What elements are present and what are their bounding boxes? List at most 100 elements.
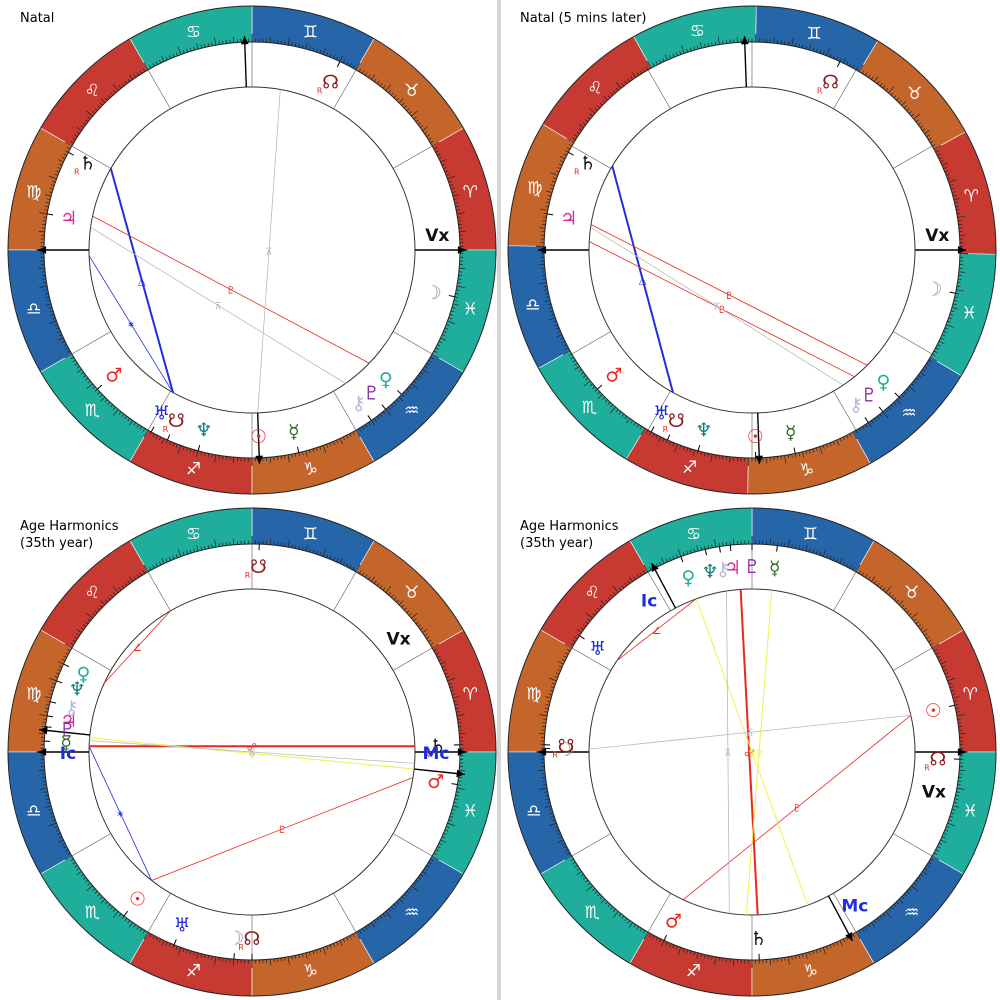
aspect-symbol: ☍ <box>247 742 257 753</box>
degree-tick <box>364 574 368 578</box>
aspect-symbol: ♇ <box>717 305 726 316</box>
degree-tick <box>94 890 98 894</box>
asc-axis-arrowhead <box>38 748 47 756</box>
degree-tick <box>165 558 168 563</box>
degree-tick <box>438 156 443 160</box>
degree-tick <box>624 582 628 587</box>
degree-tick <box>319 49 322 54</box>
planet-position-tick <box>336 61 341 68</box>
planet-glyph: ♂ <box>605 364 622 386</box>
planet-glyph: ☊ <box>929 748 946 770</box>
degree-tick <box>107 95 111 99</box>
degree-tick <box>426 134 430 138</box>
degree-tick <box>437 846 441 849</box>
sign-glyph: ♊ <box>803 525 818 545</box>
degree-tick <box>142 930 146 934</box>
degree-tick <box>669 557 672 561</box>
degree-tick <box>39 714 48 717</box>
planet-glyph: ⚷ <box>65 697 79 719</box>
degree-tick <box>165 439 168 444</box>
degree-tick <box>336 558 339 563</box>
degree-tick <box>548 808 553 811</box>
degree-tick <box>413 116 417 120</box>
planet-glyph: ☉ <box>747 426 764 448</box>
degree-tick <box>937 344 941 347</box>
degree-tick <box>411 612 418 619</box>
aspect-line <box>89 740 415 764</box>
degree-tick <box>630 76 633 80</box>
planet-glyph: ♆ <box>69 678 86 700</box>
degree-tick <box>633 576 636 580</box>
degree-tick <box>155 563 158 567</box>
degree-tick <box>682 446 685 451</box>
degree-tick <box>364 424 368 428</box>
aspect-symbol: ♇ <box>278 825 287 836</box>
degree-tick <box>879 915 883 919</box>
degree-tick <box>615 81 622 89</box>
degree-tick <box>74 636 78 640</box>
degree-tick <box>401 896 405 900</box>
degree-tick <box>794 43 797 47</box>
degree-tick <box>355 429 361 438</box>
degree-tick <box>422 369 428 374</box>
degree-tick <box>124 415 128 420</box>
planet-glyph: ☿ <box>60 732 72 754</box>
degree-tick <box>926 864 930 868</box>
sign-glyph: ♊ <box>303 23 318 43</box>
retrograde-mark: R <box>817 86 823 95</box>
sign-glyph: ♈ <box>463 685 478 705</box>
degree-tick <box>308 548 311 553</box>
degree-tick <box>128 74 133 80</box>
degree-tick <box>86 383 93 390</box>
aspect-symbol: ♇ <box>226 286 235 297</box>
sign-glyph: ♓ <box>963 801 978 821</box>
degree-tick <box>563 153 567 156</box>
planet-glyph: ♃ <box>60 710 77 732</box>
degree-tick <box>568 143 573 147</box>
degree-tick <box>952 805 959 808</box>
degree-tick <box>551 682 556 685</box>
degree-tick <box>112 586 119 593</box>
aspect-line <box>257 89 281 413</box>
degree-tick <box>938 156 943 160</box>
degree-tick <box>787 539 790 548</box>
degree-tick <box>431 643 440 649</box>
degree-tick <box>322 46 327 55</box>
degree-tick <box>85 879 89 883</box>
degree-tick <box>557 669 561 672</box>
degree-tick <box>543 216 547 218</box>
degree-tick <box>38 769 45 771</box>
degree-tick <box>547 303 552 306</box>
degree-tick <box>549 187 554 190</box>
degree-tick <box>610 594 614 598</box>
degree-tick <box>446 173 450 176</box>
degree-tick <box>733 538 735 545</box>
degree-tick <box>315 447 318 452</box>
planet-glyph: ♅ <box>589 638 606 660</box>
degree-tick <box>61 842 66 846</box>
degree-tick <box>175 52 178 56</box>
degree-tick <box>612 90 616 94</box>
degree-tick <box>294 955 297 959</box>
degree-tick <box>546 700 551 703</box>
degree-tick <box>127 78 131 82</box>
degree-tick <box>455 205 459 208</box>
degree-tick <box>401 394 405 398</box>
planet-position-tick <box>166 434 171 441</box>
degree-tick <box>65 849 69 852</box>
planet-glyph: ☿ <box>785 422 797 444</box>
degree-tick <box>66 649 71 652</box>
degree-tick <box>97 391 101 395</box>
degree-tick <box>139 426 143 430</box>
degree-tick <box>85 621 89 625</box>
degree-tick <box>322 947 327 956</box>
degree-tick <box>574 636 578 640</box>
degree-tick <box>915 879 919 883</box>
degree-tick <box>72 137 76 141</box>
degree-tick <box>822 445 825 449</box>
degree-tick <box>607 597 611 601</box>
degree-tick <box>652 63 655 67</box>
degree-tick <box>784 543 786 547</box>
aspect-symbol: △ <box>138 277 146 288</box>
house-cusp <box>647 391 671 431</box>
